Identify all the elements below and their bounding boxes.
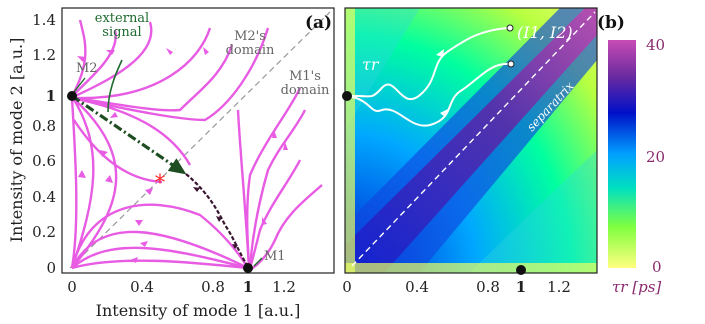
trajectory	[71, 29, 117, 97]
saddle-point-marker: *	[155, 171, 166, 196]
trajectory	[72, 21, 153, 99]
panel-b: separatrix (I1, I2) τr (b) 0 0.4 0.8 1 1…	[342, 7, 665, 296]
ytick: 0.2	[32, 223, 56, 241]
xtick: 1.2	[547, 278, 571, 296]
trajectory	[74, 27, 212, 100]
heatmap-edge	[345, 263, 597, 273]
panel-b-label-box	[598, 8, 630, 38]
m1-domain-line1: M1's	[289, 69, 321, 84]
heatmap-wedge	[470, 150, 597, 272]
trajectory	[70, 97, 78, 269]
xtick: 1	[243, 278, 253, 296]
flow-trajectories	[70, 19, 323, 271]
start-point	[506, 24, 514, 32]
m2-fixed-point	[67, 91, 77, 101]
trajectory	[236, 109, 251, 269]
separatrix-line	[69, 11, 331, 269]
xtick: 0.8	[476, 278, 500, 296]
ytick: 0.4	[32, 188, 56, 206]
start-point	[507, 60, 515, 68]
trajectory	[75, 44, 234, 112]
trajectory	[71, 98, 118, 269]
trajectory	[71, 246, 249, 270]
trajectory-arrow	[440, 109, 448, 117]
point-label: (I1, I2)	[517, 23, 573, 42]
m2-domain-line1: M2's	[234, 29, 266, 44]
ytick: 0.8	[32, 117, 56, 135]
m2-fixed-point-b	[342, 91, 352, 101]
trajectory	[70, 97, 95, 269]
ytick: 1.2	[32, 46, 56, 64]
trajectory	[75, 97, 192, 166]
external-signal-path	[71, 94, 187, 175]
panel-a-xticks: 0 0.4 0.8 1 1.2	[67, 278, 296, 296]
separatrix-line-b	[351, 11, 596, 267]
m1-domain-line2: domain	[281, 83, 330, 98]
trajectory	[248, 109, 307, 269]
xtick: 0.4	[130, 278, 154, 296]
relaxation-trajectory	[347, 62, 511, 127]
colorbar-tick: 0	[652, 258, 662, 276]
trajectory	[72, 119, 163, 184]
m1-fixed-point	[243, 263, 253, 273]
xtick: 1.2	[272, 278, 296, 296]
panel-a-xlabel: Intensity of mode 1 [a.u.]	[96, 301, 301, 320]
external-signal-pointer	[107, 59, 123, 113]
colorbar-label: τr [ps]	[612, 278, 661, 296]
panel-b-frame	[344, 7, 598, 274]
switch-trajectory	[185, 173, 250, 269]
panel-a-yticks: 0 0.2 0.4 0.6 0.8 1 1.2 1.4	[32, 11, 56, 277]
heatmap-band-inner	[345, 8, 597, 272]
heatmap-wedge	[345, 8, 420, 130]
external-signal-line1: external	[95, 11, 149, 26]
heatmap-edge	[345, 8, 355, 273]
trajectory	[70, 19, 87, 97]
panel-a-ylabel: Intensity of mode 2 [a.u.]	[7, 38, 26, 243]
ytick: 0.6	[32, 152, 56, 170]
panel-a: * external signal M2's domain M1's domai…	[7, 7, 335, 320]
colorbar	[608, 40, 636, 268]
trajectory-arrow	[436, 49, 444, 57]
tau-label: τr	[362, 55, 380, 74]
xtick: 0.8	[201, 278, 225, 296]
ytick: 1.4	[32, 11, 56, 29]
flow-arrows	[77, 47, 288, 263]
panel-b-label: (b)	[597, 13, 625, 33]
external-signal-line2: signal	[102, 25, 141, 40]
xtick: 0	[342, 278, 352, 296]
panel-a-label: (a)	[305, 13, 332, 33]
m2-domain-line2: domain	[226, 43, 275, 58]
relaxation-trajectory	[347, 27, 509, 101]
xtick: 0.4	[405, 278, 429, 296]
m1-fixed-point-b	[516, 265, 526, 275]
ytick: 1	[46, 87, 56, 105]
trajectory	[70, 203, 250, 269]
trajectory	[250, 184, 323, 271]
ytick: 0	[46, 259, 56, 277]
m2-label: M2	[76, 61, 98, 76]
colorbar-tick: 40	[646, 36, 665, 54]
m1-pointer	[253, 257, 263, 267]
colorbar-tick: 20	[646, 148, 665, 166]
trajectory	[77, 27, 270, 122]
trajectory	[248, 159, 302, 269]
trajectory	[71, 259, 249, 270]
xtick: 1	[516, 278, 526, 296]
panel-b-xticks: 0 0.4 0.8 1 1.2	[342, 278, 571, 296]
xtick: 0	[67, 278, 77, 296]
m2-pointer	[73, 77, 86, 93]
m1-label: M1	[264, 249, 286, 264]
